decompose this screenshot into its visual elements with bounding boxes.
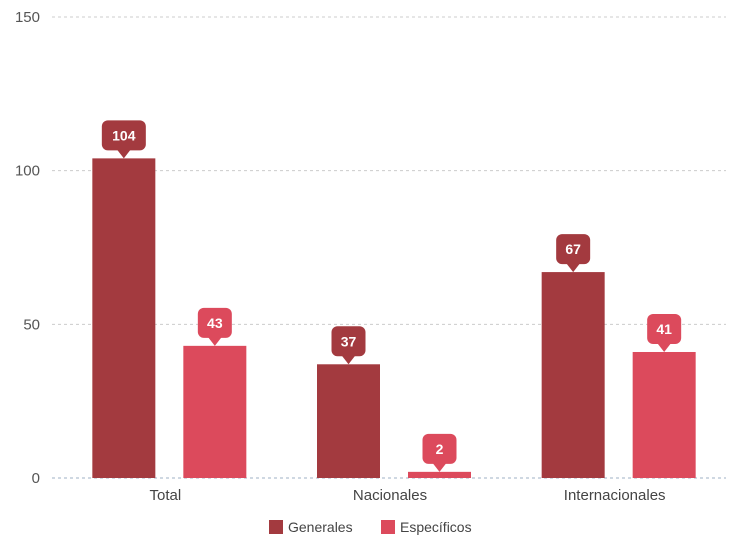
y-tick-label: 50 [23, 316, 40, 333]
bar-generales-nacionales [317, 364, 380, 478]
legend-swatch [381, 520, 395, 534]
bar-especificos-internacionales [632, 351, 696, 478]
svg-text:104: 104 [112, 127, 136, 143]
bar-especificos-nacionales [408, 471, 471, 478]
data-label-especificos-internacionales: 41 [647, 313, 682, 352]
data-label-especificos-total: 43 [197, 307, 232, 346]
gridlines [52, 16, 726, 479]
x-axis-ticks: Total Nacionales Internacionales [149, 487, 665, 504]
bars [92, 158, 696, 478]
svg-text:43: 43 [207, 315, 223, 331]
legend-swatch [269, 520, 283, 534]
svg-text:2: 2 [436, 441, 444, 457]
y-tick-label: 0 [32, 470, 40, 487]
svg-text:67: 67 [565, 241, 581, 257]
x-tick-label-total: Total [149, 487, 181, 504]
bar-generales-total [92, 158, 156, 478]
bar-generales-internacionales [541, 272, 605, 478]
y-tick-label: 150 [15, 9, 40, 26]
data-label-especificos-nacionales: 2 [422, 433, 457, 472]
svg-text:37: 37 [341, 333, 357, 349]
y-tick-label: 100 [15, 163, 40, 180]
data-label-generales-internacionales: 67 [556, 234, 591, 273]
x-tick-label-nacionales: Nacionales [353, 487, 427, 504]
x-tick-label-internacionales: Internacionales [564, 487, 666, 504]
legend-label: Generales [288, 519, 353, 535]
data-label-generales-nacionales: 37 [331, 326, 366, 365]
data-labels: 104 43 37 2 67 41 [101, 120, 682, 472]
legend-label: Específicos [400, 519, 472, 535]
legend-item-generales[interactable]: Generales [269, 519, 353, 535]
bar-especificos-total [183, 345, 247, 478]
y-axis-ticks: 0 50 100 150 [15, 9, 40, 487]
svg-text:41: 41 [656, 321, 672, 337]
legend-item-especificos[interactable]: Específicos [381, 519, 472, 535]
data-label-generales-total: 104 [101, 120, 146, 159]
legend: Generales Específicos [269, 519, 472, 535]
